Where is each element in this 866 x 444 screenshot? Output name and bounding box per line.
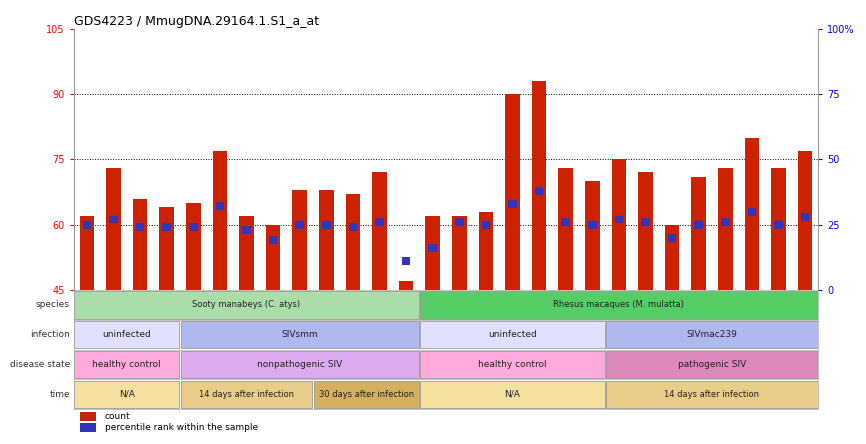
Bar xyxy=(691,177,706,290)
Bar xyxy=(107,168,121,290)
Text: Rhesus macaques (M. mulatta): Rhesus macaques (M. mulatta) xyxy=(553,300,684,309)
Bar xyxy=(180,351,419,378)
Text: count: count xyxy=(105,412,131,420)
Bar xyxy=(668,234,676,242)
Bar xyxy=(771,168,785,290)
Bar xyxy=(718,168,733,290)
Text: percentile rank within the sample: percentile rank within the sample xyxy=(105,423,258,432)
Bar xyxy=(80,423,96,432)
Bar xyxy=(615,215,624,223)
Text: N/A: N/A xyxy=(119,390,135,399)
Bar xyxy=(80,216,94,290)
Bar xyxy=(606,321,818,349)
Bar xyxy=(349,223,357,231)
Bar xyxy=(420,291,818,319)
Bar xyxy=(268,236,277,244)
Bar xyxy=(745,138,759,290)
Bar xyxy=(420,351,605,378)
Bar xyxy=(74,351,179,378)
Bar xyxy=(452,216,467,290)
Bar xyxy=(481,221,490,229)
Bar xyxy=(212,151,227,290)
Bar xyxy=(561,218,570,226)
Bar xyxy=(585,181,599,290)
Bar xyxy=(425,216,440,290)
Text: SIVmac239: SIVmac239 xyxy=(687,330,738,339)
Bar xyxy=(82,221,91,229)
Bar xyxy=(774,221,783,229)
Bar xyxy=(74,291,419,319)
Text: 14 days after infection: 14 days after infection xyxy=(199,390,294,399)
Bar xyxy=(588,221,597,229)
Text: SIVsmm: SIVsmm xyxy=(281,330,318,339)
Bar xyxy=(420,321,605,349)
Bar xyxy=(747,208,756,215)
Bar xyxy=(402,258,410,265)
Bar xyxy=(559,168,573,290)
Bar xyxy=(109,215,118,223)
Bar xyxy=(266,225,281,290)
Text: GDS4223 / MmugDNA.29164.1.S1_a_at: GDS4223 / MmugDNA.29164.1.S1_a_at xyxy=(74,15,319,28)
Bar xyxy=(216,202,224,210)
Text: N/A: N/A xyxy=(505,390,520,399)
Bar xyxy=(375,218,384,226)
Text: uninfected: uninfected xyxy=(102,330,152,339)
Y-axis label: infection: infection xyxy=(30,330,70,339)
Bar xyxy=(322,221,331,229)
Bar xyxy=(535,187,543,194)
Bar xyxy=(159,207,174,290)
Bar xyxy=(180,321,419,349)
Text: uninfected: uninfected xyxy=(488,330,537,339)
Bar xyxy=(180,381,313,408)
Bar xyxy=(313,381,419,408)
Bar xyxy=(80,412,96,420)
Bar xyxy=(801,213,810,221)
Text: Sooty manabeys (C. atys): Sooty manabeys (C. atys) xyxy=(192,300,301,309)
Bar xyxy=(606,381,818,408)
Y-axis label: disease state: disease state xyxy=(10,360,70,369)
Y-axis label: time: time xyxy=(49,390,70,399)
Bar xyxy=(455,218,463,226)
Text: pathogenic SIV: pathogenic SIV xyxy=(678,360,746,369)
Bar xyxy=(505,94,520,290)
Bar xyxy=(398,281,413,290)
Text: healthy control: healthy control xyxy=(93,360,161,369)
Bar xyxy=(319,190,333,290)
Bar xyxy=(420,381,605,408)
Bar xyxy=(74,321,179,349)
Y-axis label: species: species xyxy=(36,300,70,309)
Bar xyxy=(798,151,812,290)
Bar xyxy=(638,172,653,290)
Bar xyxy=(295,221,304,229)
Bar xyxy=(74,381,179,408)
Bar xyxy=(186,203,201,290)
Bar xyxy=(346,194,360,290)
Bar xyxy=(695,221,703,229)
Bar xyxy=(429,244,437,252)
Text: 30 days after infection: 30 days after infection xyxy=(319,390,414,399)
Bar xyxy=(242,226,251,234)
Bar xyxy=(479,212,494,290)
Text: 14 days after infection: 14 days after infection xyxy=(664,390,759,399)
Bar xyxy=(132,198,147,290)
Bar xyxy=(189,223,197,231)
Bar xyxy=(665,225,680,290)
Text: healthy control: healthy control xyxy=(478,360,546,369)
Bar xyxy=(136,223,145,231)
Bar xyxy=(239,216,254,290)
Text: nonpathogenic SIV: nonpathogenic SIV xyxy=(257,360,342,369)
Bar xyxy=(508,200,517,208)
Bar xyxy=(641,218,650,226)
Bar xyxy=(606,351,818,378)
Bar xyxy=(721,218,729,226)
Bar xyxy=(611,159,626,290)
Bar xyxy=(293,190,307,290)
Bar xyxy=(372,172,387,290)
Bar xyxy=(532,81,546,290)
Bar xyxy=(163,223,171,231)
